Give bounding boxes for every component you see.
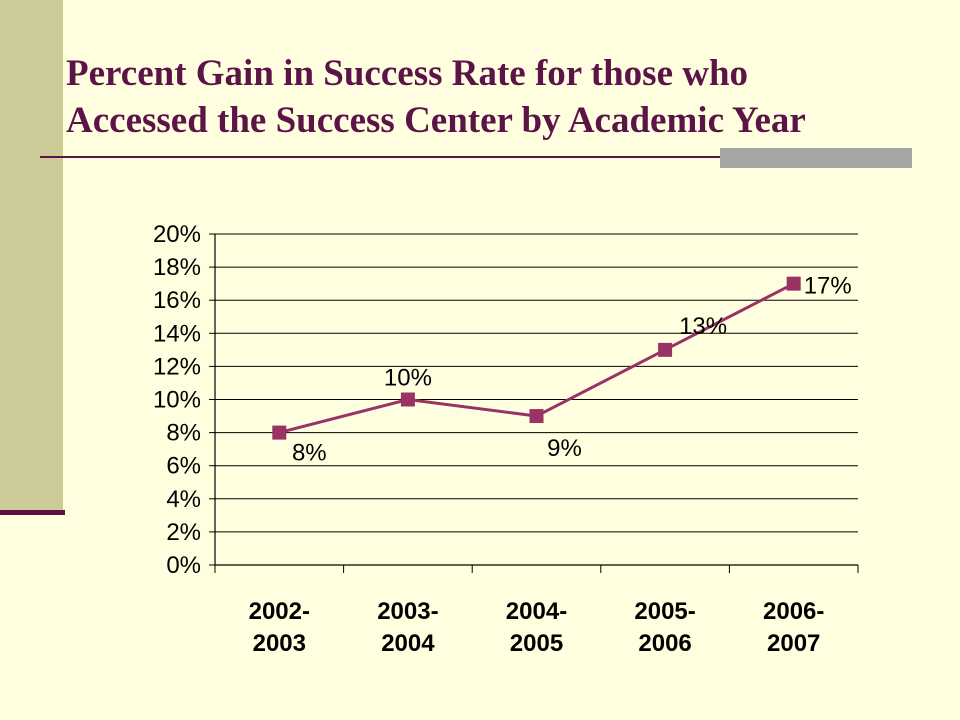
- data-point-marker: [529, 409, 544, 424]
- data-label: 10%: [384, 365, 432, 392]
- title-underline-accent: [720, 148, 912, 168]
- x-tick-label-line: 2004: [381, 630, 435, 657]
- data-label: 9%: [547, 435, 582, 462]
- x-tick-label-line: 2003-: [377, 598, 438, 625]
- y-tick-label: 6%: [166, 453, 201, 480]
- x-tick-label-line: 2005-: [634, 598, 695, 625]
- x-tick-label-line: 2006-: [763, 598, 824, 625]
- gridlines: [215, 233, 858, 533]
- data-label: 17%: [804, 273, 852, 300]
- page-title: Percent Gain in Success Rate for those w…: [66, 50, 946, 144]
- x-tick-label: 2005- 2006: [634, 598, 695, 657]
- data-point-marker: [400, 392, 415, 407]
- y-tick-label: 12%: [153, 353, 201, 380]
- y-tick-label: 2%: [166, 519, 201, 546]
- y-tick-label: 10%: [153, 387, 201, 414]
- x-tick-label-line: 2006: [638, 630, 691, 657]
- x-tick-label-line: 2003: [253, 630, 306, 657]
- side-accent-bar: [0, 0, 63, 510]
- x-tick-label: 2002- 2003: [249, 598, 310, 657]
- title-line-1: Percent Gain in Success Rate for those w…: [66, 53, 749, 94]
- y-tick-label: 18%: [153, 254, 201, 281]
- y-tick-label: 4%: [166, 486, 201, 513]
- side-accent-line: [0, 510, 65, 515]
- tick-labels: 0%2%4%6%8%10%12%14%16%18%20%2002-2003200…: [153, 221, 824, 657]
- data-point-marker: [272, 425, 287, 440]
- x-tick-label: 2004- 2005: [506, 598, 567, 657]
- y-tick-label: 8%: [166, 420, 201, 447]
- x-tick-label: 2006- 2007: [763, 598, 824, 657]
- y-tick-label: 0%: [166, 552, 201, 579]
- title-underline: [40, 156, 912, 158]
- title-line-2: Accessed the Success Center by Academic …: [66, 100, 806, 141]
- x-tick-label-line: 2004-: [506, 598, 567, 625]
- axes: [209, 233, 859, 573]
- y-tick-label: 20%: [153, 221, 201, 248]
- data-label: 13%: [679, 313, 727, 340]
- y-tick-label: 16%: [153, 287, 201, 314]
- y-tick-label: 14%: [153, 320, 201, 347]
- x-tick-label-line: 2007: [767, 630, 820, 657]
- data-point-marker: [658, 342, 673, 357]
- data-label: 8%: [292, 440, 327, 467]
- series: [272, 276, 801, 440]
- data-labels: 8% 10% 9% 13% 17%: [292, 273, 852, 467]
- data-point-marker: [786, 276, 801, 291]
- x-tick-label-line: 2002-: [249, 598, 310, 625]
- x-tick-label: 2003- 2004: [377, 598, 438, 657]
- x-tick-label-line: 2005: [510, 630, 563, 657]
